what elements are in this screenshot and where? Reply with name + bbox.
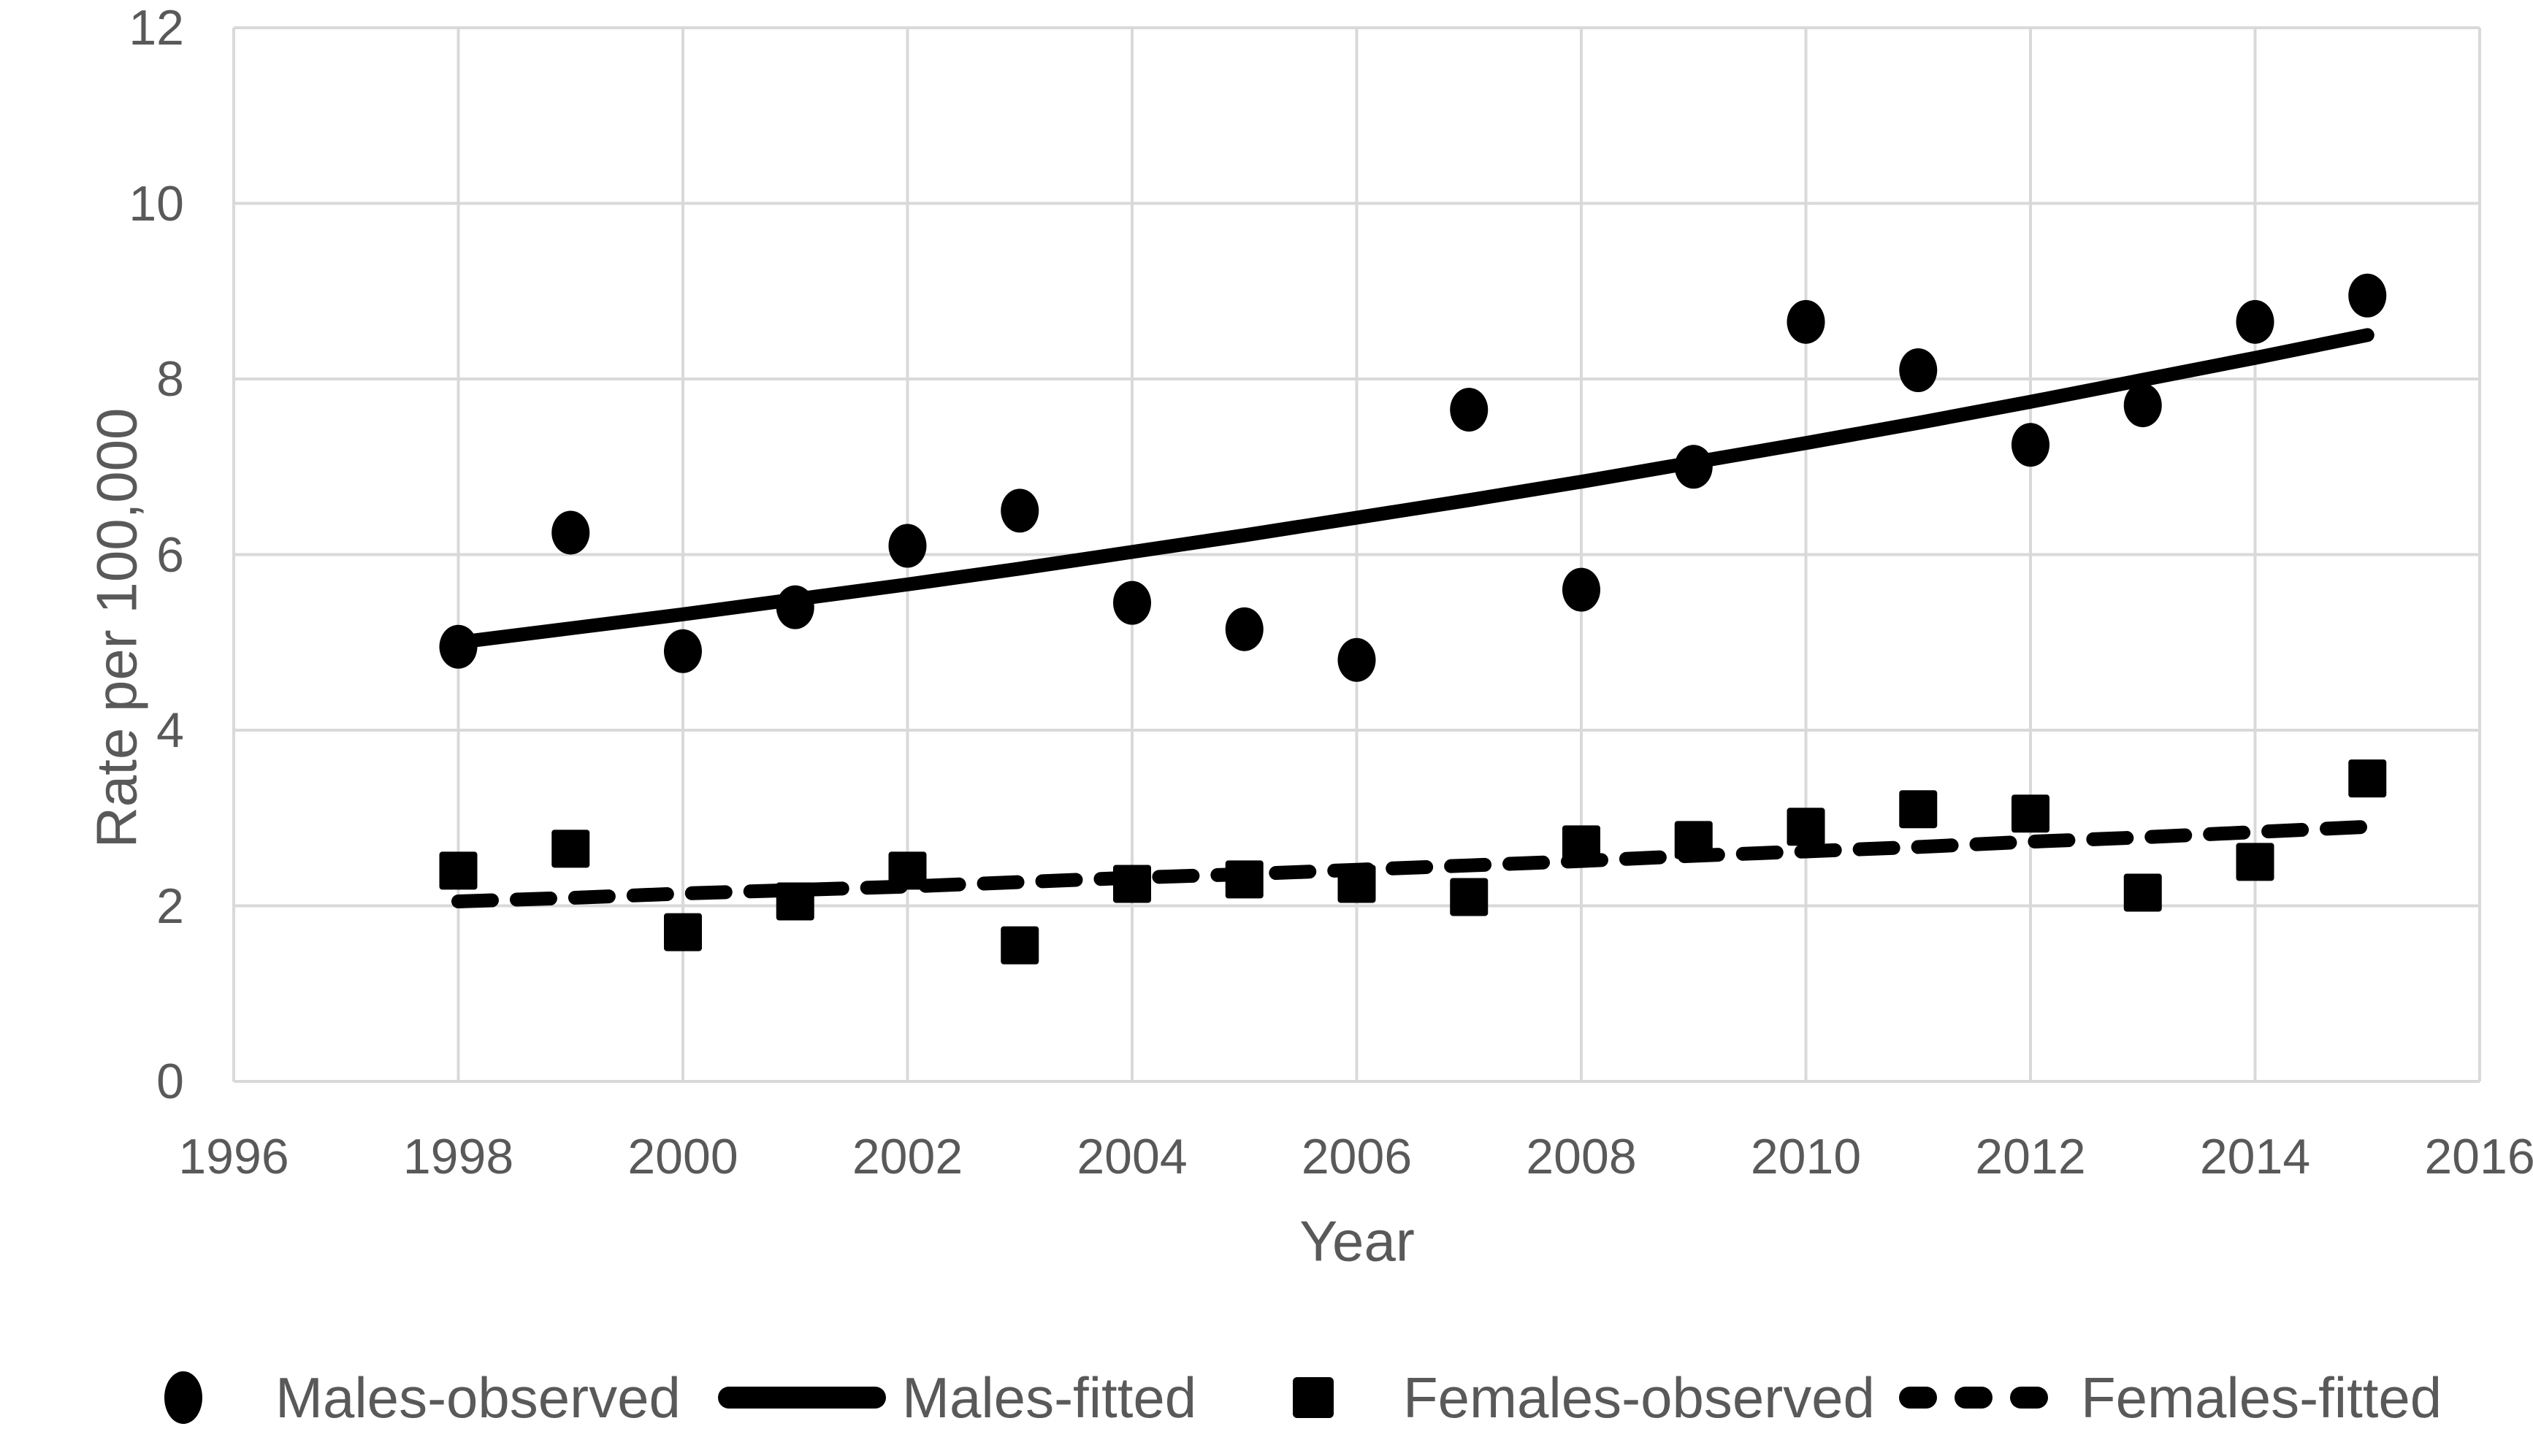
legend-item-females-observed: Females-observed <box>1293 1364 1875 1431</box>
y-tick-label: 10 <box>129 175 184 231</box>
y-tick-label: 12 <box>129 0 184 55</box>
data-point-males-observed <box>2011 423 2049 467</box>
x-tick-label: 1998 <box>402 1129 514 1184</box>
data-point-females-observed <box>1899 790 1938 829</box>
x-tick-label: 2016 <box>2424 1129 2533 1184</box>
data-point-males-observed <box>439 624 478 669</box>
data-point-males-observed <box>1899 348 1938 392</box>
data-point-females-observed <box>888 851 927 890</box>
data-point-females-observed <box>664 913 702 951</box>
data-point-males-observed <box>1450 388 1489 432</box>
data-point-males-observed <box>1225 607 1264 651</box>
fitted-line-females-fitted <box>451 819 2375 908</box>
legend-item-females-fitted: Females-fitted <box>1899 1364 2442 1431</box>
dashed-line-icon <box>1899 1387 2048 1409</box>
legend-label-females-fitted: Females-fitted <box>2081 1365 2442 1430</box>
data-point-females-observed <box>2348 759 2387 798</box>
data-point-females-observed <box>1001 926 1039 965</box>
data-point-males-observed <box>2123 383 2162 428</box>
data-point-males-observed <box>1562 567 1600 612</box>
y-tick-label: 2 <box>156 878 184 934</box>
data-point-males-observed <box>888 524 927 568</box>
data-point-females-observed <box>1225 860 1264 899</box>
data-point-females-observed <box>1787 808 1825 846</box>
data-point-females-observed <box>439 851 478 890</box>
legend-label-females-observed: Females-observed <box>1403 1365 1875 1430</box>
x-tick-label: 2000 <box>627 1129 738 1184</box>
data-point-females-observed <box>1450 878 1489 916</box>
y-axis-title: Rate per 100,000 <box>84 407 149 848</box>
solid-line-icon <box>718 1387 886 1409</box>
data-point-males-observed <box>551 510 590 555</box>
x-tick-label: 2012 <box>1975 1129 2086 1184</box>
x-tick-label: 2006 <box>1301 1129 1413 1184</box>
x-tick-label: 2004 <box>1077 1129 1188 1184</box>
legend-label-males-observed: Males-observed <box>275 1365 681 1430</box>
data-point-females-observed <box>1562 825 1600 864</box>
data-point-females-observed <box>2011 794 2049 833</box>
data-point-males-observed <box>1113 581 1151 625</box>
data-point-males-observed <box>1001 488 1039 533</box>
data-point-females-observed <box>1337 865 1376 903</box>
square-marker-icon <box>1293 1377 1334 1418</box>
data-point-females-observed <box>551 829 590 868</box>
data-point-males-observed <box>2236 299 2274 344</box>
data-point-females-observed <box>776 882 814 921</box>
legend-item-males-fitted: Males-fitted <box>718 1364 1196 1431</box>
y-tick-label: 6 <box>156 526 184 583</box>
y-tick-label: 4 <box>156 702 184 758</box>
x-tick-label: 1996 <box>178 1129 289 1184</box>
data-point-females-observed <box>2236 843 2274 881</box>
y-tick-label: 0 <box>156 1054 184 1109</box>
data-point-males-observed <box>776 585 814 629</box>
x-tick-label: 2010 <box>1750 1129 1862 1184</box>
data-point-females-observed <box>2123 873 2162 912</box>
x-tick-label: 2014 <box>2199 1129 2311 1184</box>
fitted-line-males-fitted <box>451 328 2375 650</box>
data-point-males-observed <box>1787 299 1825 344</box>
legend: Males-observed Males-fitted Females-obse… <box>0 1364 2533 1431</box>
x-axis-title: Year <box>1299 1208 1415 1273</box>
circle-marker-icon <box>164 1371 202 1424</box>
x-tick-label: 2002 <box>852 1129 963 1184</box>
y-tick-label: 8 <box>156 351 184 407</box>
x-tick-label: 2008 <box>1526 1129 1637 1184</box>
data-point-males-observed <box>664 629 702 673</box>
data-point-males-observed <box>1337 637 1376 682</box>
data-point-females-observed <box>1113 865 1151 903</box>
legend-item-males-observed: Males-observed <box>164 1364 681 1431</box>
data-point-females-observed <box>1674 821 1713 859</box>
data-point-males-observed <box>1674 445 1713 489</box>
data-point-males-observed <box>2348 273 2387 318</box>
legend-label-males-fitted: Males-fitted <box>902 1365 1197 1430</box>
